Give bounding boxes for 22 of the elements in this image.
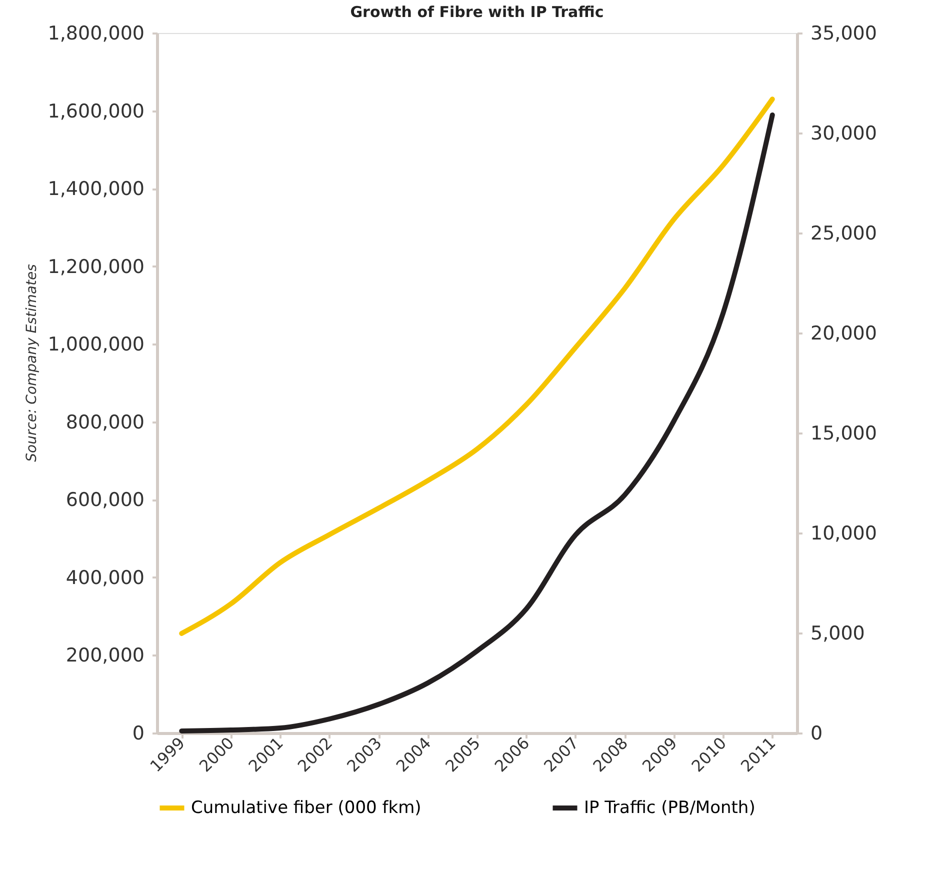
y-tick-label: 600,000 (66, 489, 144, 512)
y-tick-label: 1,000,000 (48, 334, 144, 356)
y-tick-label: 1,200,000 (48, 256, 144, 278)
y-tick-label: 1,400,000 (48, 178, 144, 200)
chart-title: Growth of Fibre with IP Traffic (350, 3, 604, 21)
y2-tick-label: 20,000 (810, 322, 877, 344)
y2-tick-label: 30,000 (810, 122, 877, 144)
y2-tick-label: 5,000 (810, 622, 865, 644)
y2-tick-label: 15,000 (810, 422, 877, 444)
y2-tick-label: 25,000 (810, 222, 877, 244)
y2-tick-label: 0 (810, 722, 823, 744)
y2-tick-label: 35,000 (810, 22, 877, 44)
y2-tick-label: 10,000 (810, 522, 877, 544)
y-tick-label: 200,000 (66, 644, 144, 667)
y-tick-label: 1,800,000 (48, 22, 144, 44)
y-tick-label: 0 (132, 722, 144, 744)
legend-label: Cumulative fiber (000 fkm) (191, 798, 422, 818)
legend-label: IP Traffic (PB/Month) (584, 798, 756, 818)
y-tick-label: 400,000 (66, 566, 144, 589)
y-tick-label: 1,600,000 (48, 100, 144, 122)
source-note: Source: Company Estimates (24, 264, 40, 462)
y-tick-label: 800,000 (66, 411, 144, 434)
